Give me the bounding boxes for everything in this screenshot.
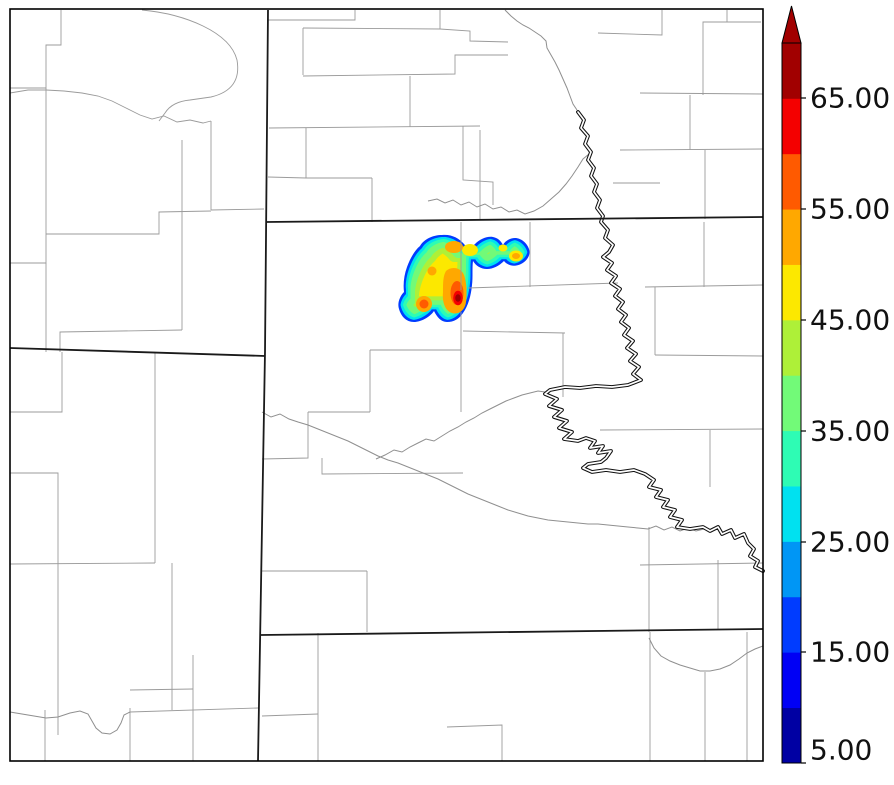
county-border (599, 428, 764, 431)
county-border (46, 210, 212, 235)
county-border (267, 10, 356, 21)
colorbar-label: 5.00 (810, 734, 872, 767)
river-thin (9, 710, 131, 735)
colorbar-segment-40-45 (782, 319, 801, 376)
state-border (9, 347, 266, 357)
colorbar-segment-60-65 (782, 98, 801, 155)
colorbar-segment-50-55 (782, 209, 801, 265)
county-border (467, 282, 619, 289)
county-border (10, 10, 62, 89)
county-border (10, 472, 59, 735)
county-border (141, 9, 239, 122)
colorbar-label: 25.00 (810, 526, 890, 559)
colorbar-label: 35.00 (810, 415, 890, 448)
radar-echo-core-65-70 (455, 294, 461, 302)
county-border (210, 208, 265, 211)
radar-echo-layer (398, 234, 530, 322)
county-border (639, 562, 764, 566)
county-border (9, 89, 212, 124)
river-thin (427, 153, 590, 215)
river-thin (375, 390, 546, 460)
colorbar-segment-25-30 (782, 486, 801, 542)
river-thin (261, 411, 713, 532)
county-border (267, 176, 307, 179)
county-border (59, 329, 183, 352)
river-thin (504, 9, 578, 111)
county-border (702, 21, 761, 95)
county-border (261, 713, 319, 717)
county-border (268, 125, 481, 129)
county-border (10, 352, 63, 413)
colorbar-segment-10-15 (782, 652, 801, 709)
county-border (597, 10, 663, 36)
county-border (462, 330, 566, 334)
radar-echo-core-45-50 (498, 244, 508, 252)
county-border (129, 707, 259, 713)
colorbar-segment-15-20 (782, 596, 801, 653)
colorbar-segment-65-70 (782, 43, 801, 99)
colorbar: 65.00 55.00 45.00 35.00 25.00 15.00 5.00 (781, 5, 890, 767)
colorbar-segment-55-60 (782, 153, 801, 210)
state-borders-layer (9, 9, 764, 762)
radar-echo-core-50-55 (427, 266, 437, 276)
colorbar-overflow-arrow (781, 5, 802, 44)
colorbar-segment-35-40 (782, 375, 801, 432)
map-frame (9, 8, 764, 762)
colorbar-label: 15.00 (810, 636, 890, 669)
major-river-layer (543, 110, 765, 573)
radar-echo-core-45-50 (462, 244, 478, 256)
radar-echo-core-50-55 (445, 241, 463, 253)
county-border (302, 54, 508, 77)
county-border (9, 562, 156, 565)
colorbar-label: 45.00 (810, 304, 890, 337)
colorbar-segment-30-35 (782, 430, 801, 487)
county-border (446, 724, 503, 761)
thin-rivers-layer (9, 9, 764, 735)
colorbar-segment-5-10 (782, 707, 801, 764)
colorbar-label: 55.00 (810, 193, 890, 226)
county-border (261, 412, 309, 460)
county-border (462, 126, 494, 205)
map-background (10, 9, 763, 761)
county-lines-layer (9, 9, 764, 761)
county-border (619, 148, 764, 151)
river-thin (648, 637, 764, 672)
county-border (439, 28, 509, 43)
colorbar-segment-20-25 (782, 541, 801, 598)
state-border (257, 9, 269, 762)
state-border (265, 216, 764, 223)
county-border (639, 92, 764, 95)
county-border (129, 688, 194, 691)
major-river-core (544, 111, 764, 572)
colorbar-outline (781, 42, 802, 764)
colorbar-label: 65.00 (810, 82, 890, 115)
radar-echo-core-55-60 (419, 299, 429, 309)
state-border (260, 628, 764, 636)
colorbar-segment-45-50 (782, 264, 801, 321)
county-border (321, 458, 464, 475)
county-border (654, 354, 764, 357)
radar-echo-core-50-55 (512, 253, 520, 259)
